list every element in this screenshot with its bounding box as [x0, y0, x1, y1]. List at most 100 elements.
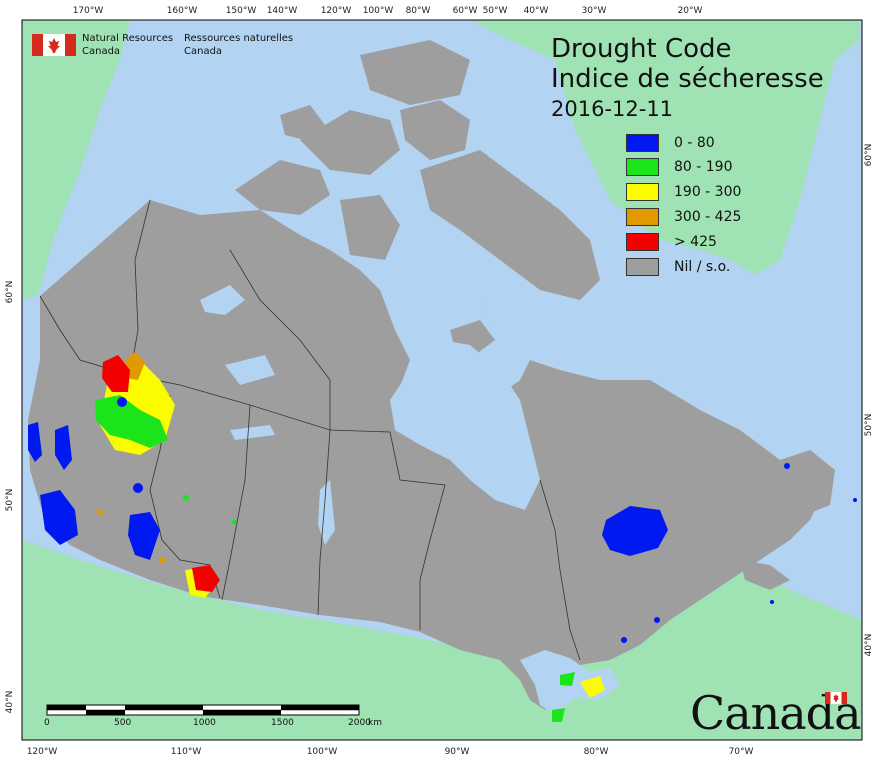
patch-blue-bc-inland [128, 512, 160, 560]
legend-item: Nil / s.o. [626, 258, 826, 278]
legend-label: 0 - 80 [674, 135, 715, 151]
newfoundland [780, 450, 835, 515]
patch-orange-north [125, 352, 145, 380]
legend-label: > 425 [674, 234, 717, 250]
bottom-tick: 120°W [27, 747, 58, 757]
scale-bar-graphic [46, 704, 360, 716]
patch-blue-vancouver-island [28, 422, 42, 462]
usa [22, 540, 862, 740]
patch-yellow-ontario [580, 676, 605, 698]
map-title-french: Indice de sécheresse [551, 64, 824, 94]
top-tick: 160°W [167, 6, 198, 16]
top-tick-labels: 170°W 160°W 150°W 140°W 120°W 100°W 80°W… [73, 6, 703, 16]
scale-label: 500 [114, 718, 132, 728]
legend-item: > 425 [626, 233, 826, 253]
legend-swatch [626, 233, 659, 251]
left-tick: 40°N [5, 691, 15, 714]
top-tick: 120°W [321, 6, 352, 16]
right-tick: 60°N [864, 144, 874, 167]
drought-patches-orange [97, 352, 165, 563]
arctic-island-6 [340, 195, 400, 260]
bottom-tick: 100°W [307, 747, 338, 757]
scale-label: 2000 [348, 718, 371, 728]
right-tick: 40°N [864, 634, 874, 657]
top-tick: 50°W [483, 6, 508, 16]
patch-blue-small-2 [117, 397, 127, 407]
bottom-tick: 80°W [584, 747, 609, 757]
agency-english-line1: Natural Resources [82, 33, 174, 44]
patch-orange-small-2 [159, 557, 165, 563]
patch-green-bc-north [95, 395, 168, 448]
legend-label: 190 - 300 [674, 184, 742, 200]
legend-swatch [626, 258, 659, 276]
patch-blue-bc-coast [40, 490, 78, 545]
nrcan-signature: Natural Resources Canada Ressources natu… [32, 32, 293, 62]
border-on-qc [539, 479, 581, 661]
border-yukon-nwt [129, 199, 151, 376]
greenland [470, 20, 860, 275]
legend-item: 80 - 190 [626, 158, 826, 178]
top-tick: 20°W [678, 6, 703, 16]
wordmark-flag-icon [825, 692, 847, 704]
bottom-tick: 110°W [171, 747, 202, 757]
canada-land [28, 200, 820, 710]
legend-label: 80 - 190 [674, 159, 733, 175]
patch-blue-small-5 [784, 463, 790, 469]
patch-green-small-2 [231, 519, 237, 525]
top-tick: 140°W [267, 6, 298, 16]
map-border [21, 19, 863, 741]
nova-scotia [740, 560, 790, 590]
map-title-english: Drought Code [551, 34, 732, 64]
top-tick: 150°W [226, 6, 257, 16]
patch-green-small-1 [183, 495, 189, 501]
great-slave-lake [225, 355, 275, 385]
drought-patches-red [102, 355, 220, 592]
patch-green-on-south [552, 708, 565, 722]
arctic-island-4 [420, 150, 600, 300]
border-nwt-nunavut [229, 249, 331, 430]
top-tick: 170°W [73, 6, 104, 16]
patch-blue-small-4 [654, 617, 660, 623]
foxe-basin [480, 290, 540, 345]
drought-patches-blue [28, 397, 857, 643]
top-tick: 60°W [453, 6, 478, 16]
great-bear-lake [200, 285, 245, 315]
right-tick: 50°N [864, 414, 874, 437]
top-tick: 30°W [582, 6, 607, 16]
border-sk-mb [317, 429, 331, 616]
left-tick: 60°N [5, 281, 15, 304]
patch-green-ontario [560, 672, 575, 686]
agency-english-line2: Canada [82, 46, 121, 57]
left-tick-labels: 60°N 50°N 40°N [5, 281, 15, 714]
patch-blue-bc-central [55, 425, 72, 470]
agency-name-english: Natural Resources Canada [82, 32, 173, 58]
patch-blue-quebec [602, 506, 668, 556]
right-tick-labels: 60°N 50°N 40°N [864, 144, 874, 657]
legend-swatch [626, 134, 659, 152]
patch-blue-small-6 [770, 600, 774, 604]
legend-swatch [626, 158, 659, 176]
drought-patches-green [95, 395, 575, 722]
patch-orange-small-1 [97, 509, 103, 515]
arctic-island-7 [280, 105, 325, 140]
legend-label: Nil / s.o. [674, 259, 731, 275]
legend-swatch [626, 183, 659, 201]
left-tick: 50°N [5, 489, 15, 512]
patch-red-south [192, 565, 220, 592]
hudson-bay [390, 340, 540, 510]
top-tick: 80°W [406, 6, 431, 16]
alaska [22, 20, 130, 300]
bottom-tick: 70°W [729, 747, 754, 757]
scale-unit: km [368, 718, 382, 728]
legend-swatch [626, 208, 659, 226]
patch-blue-small-3 [621, 637, 627, 643]
canada-flag-icon [32, 34, 76, 56]
patch-blue-small-7 [853, 498, 857, 502]
scale-label: 1000 [193, 718, 216, 728]
arctic-island-2 [300, 110, 400, 175]
legend-item: 190 - 300 [626, 183, 826, 203]
bottom-tick-labels: 120°W 110°W 100°W 90°W 80°W 70°W [27, 747, 754, 757]
top-tick: 100°W [363, 6, 394, 16]
border-ab-sk [221, 404, 251, 601]
